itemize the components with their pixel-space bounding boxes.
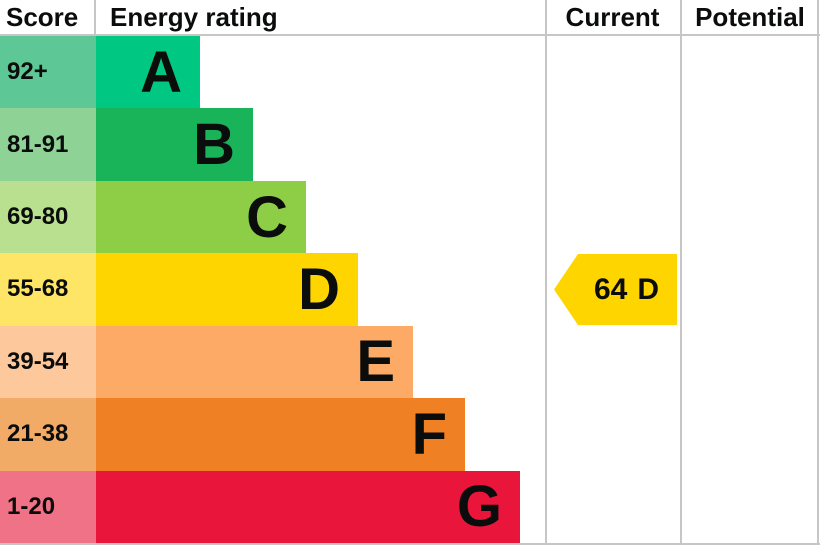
score-range-c: 69-80 [0,180,96,254]
current-score-value: 64 [593,272,628,306]
band-row-b: 81-91 B [0,108,820,181]
score-range-d: 55-68 [0,253,96,326]
band-bar-e: E [96,325,413,399]
rating-bands: 92+ A 81-91 B 69-80 C 55-68 D 39-54 E 21-38 F 1-20 G [0,36,820,543]
band-row-f: 21-38 F [0,398,820,471]
score-range-a: 92+ [0,36,96,109]
potential-column-divider [680,0,682,545]
header-potential: Potential [695,2,805,32]
score-range-b: 81-91 [0,108,96,181]
band-bar-b: B [96,108,253,181]
current-rating-marker: 64 D [554,254,677,325]
band-bar-d: D [96,253,358,326]
band-bar-f: F [96,398,465,471]
header-current: Current [565,2,660,32]
band-row-c: 69-80 C [0,180,820,254]
score-range-e: 39-54 [0,325,96,399]
right-border [817,0,819,545]
current-band-letter: D [637,272,660,306]
score-range-f: 21-38 [0,398,96,471]
band-bar-a: A [96,36,200,109]
header-energy-rating: Energy rating [110,2,278,32]
band-row-d: 55-68 D [0,253,820,326]
band-row-a: 92+ A [0,36,820,109]
bottom-border [0,543,820,545]
score-range-g: 1-20 [0,470,96,543]
band-bar-g: G [96,470,520,543]
band-bar-c: C [96,180,306,254]
chart-header-row: Score Energy rating Current Potential [0,0,820,36]
current-column-divider [545,0,547,545]
band-row-e: 39-54 E [0,325,820,399]
header-score: Score [0,0,96,34]
band-row-g: 1-20 G [0,470,820,543]
